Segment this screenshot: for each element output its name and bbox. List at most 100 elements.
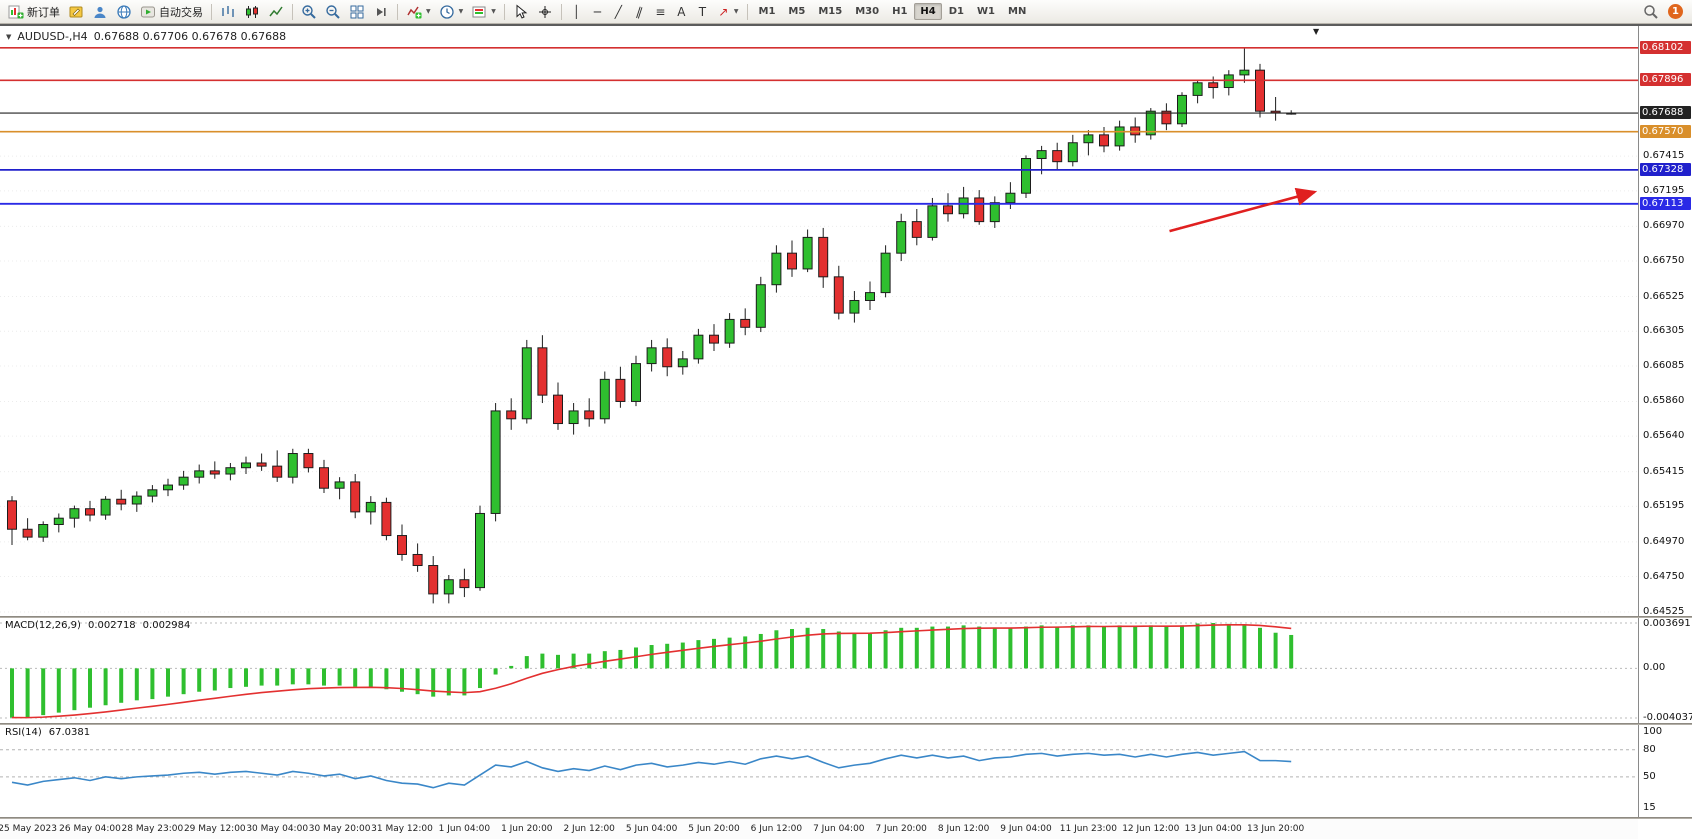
- vertical-line-tool-button[interactable]: │: [567, 2, 586, 22]
- macd-info: MACD(12,26,9) 0.002718 0.002984: [5, 620, 190, 631]
- timeframe-mn-button[interactable]: MN: [1008, 6, 1027, 17]
- clock-icon: [439, 4, 454, 19]
- fibonacci-tool-button[interactable]: ≡: [651, 2, 670, 22]
- label-tool-button[interactable]: T: [693, 2, 712, 22]
- macd-name: MACD(12,26,9): [5, 620, 81, 631]
- macd-panel[interactable]: MACD(12,26,9) 0.002718 0.002984: [0, 618, 1638, 723]
- channel-tool-button[interactable]: ∥: [630, 2, 649, 22]
- zoom-in-button[interactable]: [298, 2, 320, 22]
- axis-tick-label: 0.66970: [1643, 220, 1685, 232]
- macd-axis[interactable]: 0.003691 0.00 -0.004037: [1638, 618, 1692, 723]
- macd-histogram: [10, 623, 1294, 718]
- time-label: 26 May 04:00: [59, 824, 121, 834]
- time-label: 7 Jun 04:00: [813, 824, 865, 834]
- timeframe-m15-button[interactable]: M15: [818, 6, 843, 17]
- label-tool-icon: T: [698, 4, 707, 19]
- search-icon: [1644, 4, 1658, 19]
- timeframe-m30-button[interactable]: M30: [855, 6, 880, 17]
- text-tool-button[interactable]: A: [672, 2, 691, 22]
- arrows-tool-dropdown[interactable]: ↗ ▼: [714, 2, 742, 22]
- axis-tick-label: 100: [1643, 725, 1663, 737]
- timeframe-d1-button[interactable]: D1: [948, 6, 965, 17]
- axis-tick-label: 0.67415: [1643, 150, 1685, 162]
- time-axis[interactable]: 25 May 2023 26 May 04:00 28 May 23:00 29 Ma…: [0, 819, 1638, 839]
- chevron-down-icon: ▼: [458, 8, 464, 15]
- axis-tick-label: 0.66750: [1643, 255, 1685, 267]
- macd-signal-value: 0.002984: [142, 620, 191, 631]
- toolbar-separator: [560, 3, 562, 20]
- metaeditor-button[interactable]: [65, 2, 87, 22]
- panel-divider[interactable]: [0, 616, 1692, 618]
- time-label: 11 Jun 23:00: [1059, 824, 1117, 834]
- time-label: 9 Jun 04:00: [1000, 824, 1052, 834]
- rsi-panel[interactable]: RSI(14) 67.0381: [0, 725, 1638, 817]
- axis-tick-label: 15: [1643, 802, 1656, 814]
- price-chart-panel[interactable]: ▼ AUDUSD-,H4 0.67688 0.67706 0.67678 0.6…: [0, 26, 1638, 616]
- time-label: 30 May 04:00: [246, 824, 309, 834]
- templates-dropdown[interactable]: ▼: [468, 2, 499, 22]
- chevron-down-icon: ▼: [733, 8, 739, 15]
- macd-value: 0.002718: [87, 620, 136, 631]
- toolbar-separator: [211, 3, 212, 20]
- chart-line-button[interactable]: [265, 2, 287, 22]
- line-chart-icon: [269, 6, 283, 16]
- axis-tick-label: 0.66525: [1643, 290, 1685, 302]
- axis-tick-label: 0.66085: [1643, 359, 1685, 371]
- time-label: 5 Jun 20:00: [688, 824, 740, 834]
- scroll-to-end-icon: [377, 7, 386, 16]
- ohlc-readout: 0.67688 0.67706 0.67678 0.67688: [93, 30, 287, 43]
- tile-windows-button[interactable]: [346, 2, 368, 22]
- rsi-plot[interactable]: [0, 725, 1638, 817]
- macd-signal-line: [11, 623, 1292, 719]
- axis-tick-label: 0.00: [1643, 662, 1666, 674]
- crosshair-tool-button[interactable]: [534, 2, 556, 22]
- profile-button[interactable]: [89, 2, 111, 22]
- toolbar-separator: [292, 3, 293, 20]
- notification-badge[interactable]: 1: [1668, 4, 1683, 19]
- rsi-value: 67.0381: [48, 727, 91, 738]
- axis-tick-label: 0.66305: [1643, 325, 1685, 337]
- autotrading-button[interactable]: 自动交易: [137, 2, 206, 22]
- panel-divider[interactable]: [0, 817, 1692, 819]
- toolbar-separator: [503, 3, 505, 20]
- chart-bars-button[interactable]: [217, 2, 239, 22]
- time-label: 1 Jun 04:00: [438, 824, 491, 834]
- timeframe-h4-button[interactable]: H4: [914, 3, 942, 20]
- panel-divider[interactable]: [0, 723, 1692, 725]
- cursor-tool-button[interactable]: [510, 2, 532, 22]
- main-plot[interactable]: [0, 26, 1638, 616]
- timeframe-h1-button[interactable]: H1: [892, 6, 908, 17]
- axis-tick-label: 0.65415: [1643, 465, 1685, 477]
- horizontal-line-tool-button[interactable]: ─: [588, 2, 607, 22]
- time-label: 13 Jun 04:00: [1184, 824, 1242, 834]
- globe-icon: [117, 4, 131, 19]
- chart-candles-button[interactable]: [241, 2, 263, 22]
- time-label: 31 May 12:00: [371, 824, 433, 834]
- channel-icon: ∥: [634, 3, 645, 20]
- trendline-tool-button[interactable]: ╱: [609, 2, 628, 22]
- toolbar: 新订单 自动交易 ▼ ▼ ▼: [0, 0, 1692, 24]
- new-order-icon: [8, 5, 24, 18]
- trend-arrow-annotation[interactable]: [1169, 187, 1318, 233]
- price-axis[interactable]: 0.67415 0.67195 0.66970 0.66750 0.66525 0.663…: [1638, 26, 1692, 616]
- axis-tick-label: -0.004037: [1643, 712, 1692, 723]
- macd-plot[interactable]: [0, 618, 1638, 723]
- rsi-axis[interactable]: 100 80 50 15: [1638, 725, 1692, 817]
- zoom-out-button[interactable]: [322, 2, 344, 22]
- axis-tick-label: 0.003691: [1643, 618, 1691, 629]
- indicators-icon: [407, 6, 422, 18]
- new-order-label: 新订单: [27, 5, 60, 19]
- scroll-to-end-button[interactable]: [370, 2, 392, 22]
- community-button[interactable]: [113, 2, 135, 22]
- one-click-trading-arrow[interactable]: ▼: [6, 32, 12, 41]
- timeframe-m1-button[interactable]: M1: [758, 6, 776, 17]
- timeframe-m5-button[interactable]: M5: [788, 6, 806, 17]
- profile-icon: [94, 6, 106, 18]
- indicators-dropdown[interactable]: ▼: [403, 2, 434, 22]
- new-order-button[interactable]: 新订单: [5, 2, 63, 22]
- axis-tick-label: 50: [1643, 770, 1656, 782]
- search-button[interactable]: [1640, 2, 1662, 22]
- periods-dropdown[interactable]: ▼: [436, 2, 467, 22]
- chart-shift-marker[interactable]: ▼: [1313, 27, 1320, 36]
- timeframe-w1-button[interactable]: W1: [977, 6, 996, 17]
